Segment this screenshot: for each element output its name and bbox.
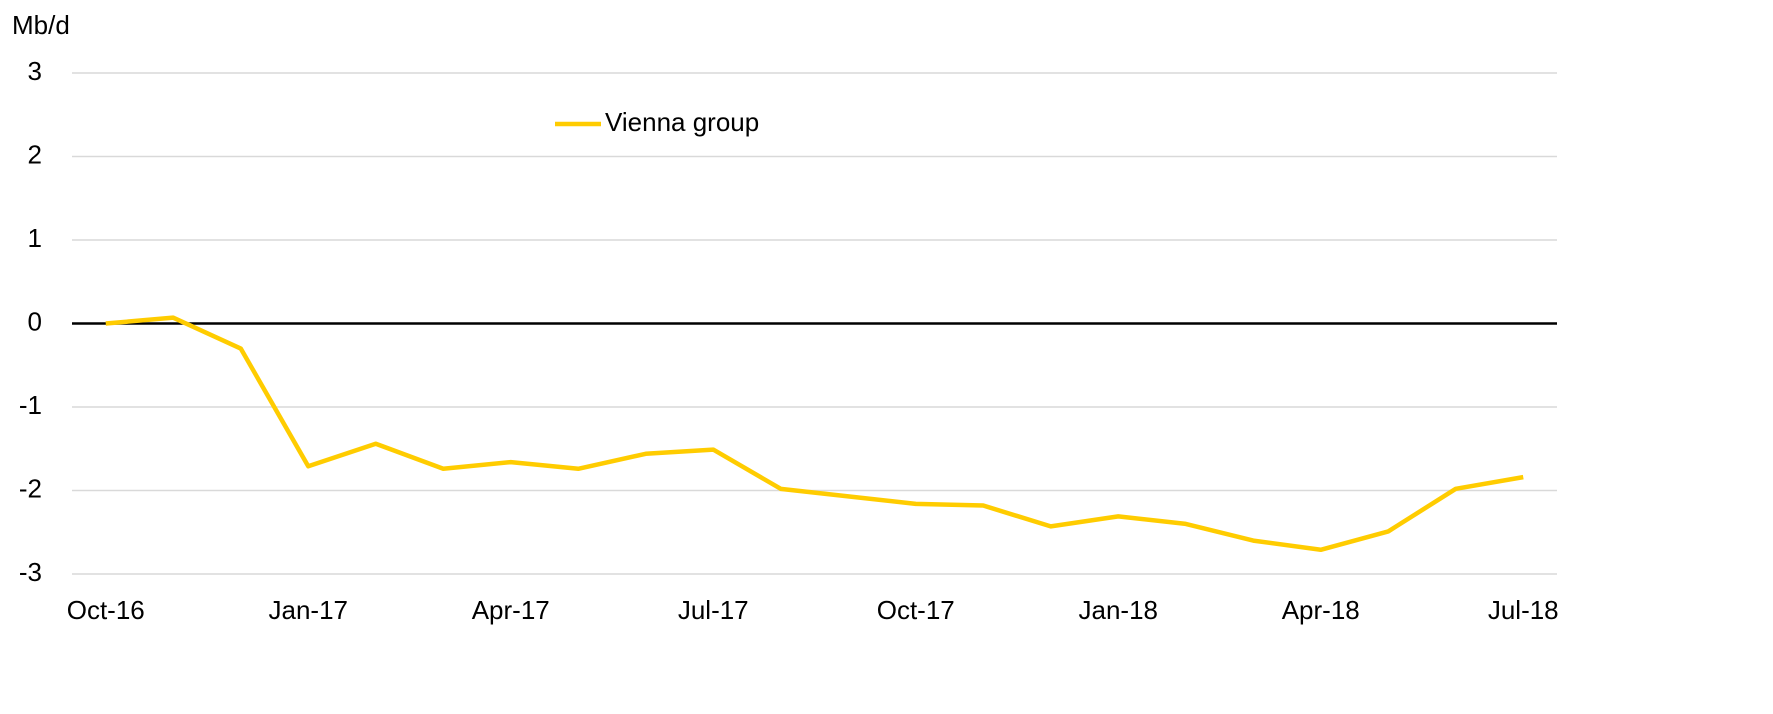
legend-label: Vienna group [605, 107, 759, 137]
y-tick-label: 0 [28, 306, 42, 336]
x-tick-label: Apr-17 [472, 595, 550, 625]
y-tick-label: -2 [19, 473, 42, 503]
y-tick-label: -3 [19, 557, 42, 587]
x-tick-label: Jan-17 [269, 595, 349, 625]
y-axis-label: Mb/d [12, 10, 70, 40]
y-tick-label: -1 [19, 390, 42, 420]
x-tick-label: Oct-16 [67, 595, 145, 625]
y-tick-label: 2 [28, 139, 42, 169]
x-tick-label: Oct-17 [877, 595, 955, 625]
y-tick-label: 3 [28, 56, 42, 86]
x-tick-label: Jul-18 [1488, 595, 1559, 625]
y-tick-label: 1 [28, 223, 42, 253]
x-tick-label: Jan-18 [1079, 595, 1159, 625]
x-tick-label: Apr-18 [1282, 595, 1360, 625]
x-tick-label: Jul-17 [678, 595, 749, 625]
series-line [105, 315, 1524, 553]
